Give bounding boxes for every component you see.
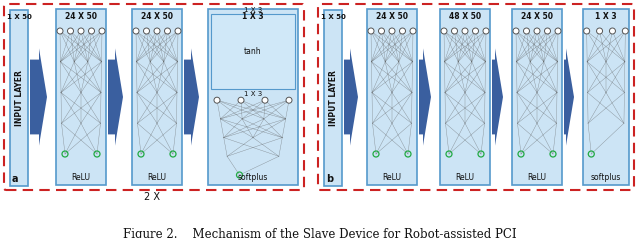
Circle shape bbox=[545, 28, 550, 34]
Text: 24 X 50: 24 X 50 bbox=[65, 12, 97, 21]
Circle shape bbox=[609, 28, 616, 34]
Bar bbox=[208, 9, 298, 185]
Text: 24 X 50: 24 X 50 bbox=[376, 12, 408, 21]
Circle shape bbox=[524, 28, 529, 34]
Text: 1 X 3: 1 X 3 bbox=[595, 12, 617, 21]
Text: ReLU: ReLU bbox=[383, 173, 401, 182]
Circle shape bbox=[410, 28, 416, 34]
Circle shape bbox=[596, 28, 603, 34]
Text: 1 X 3: 1 X 3 bbox=[244, 91, 262, 97]
FancyArrow shape bbox=[30, 48, 47, 146]
Circle shape bbox=[238, 97, 244, 103]
Text: 1 X 50: 1 X 50 bbox=[6, 14, 31, 20]
Bar bbox=[132, 9, 182, 185]
Text: a: a bbox=[12, 174, 19, 184]
Circle shape bbox=[57, 28, 63, 34]
FancyArrow shape bbox=[419, 48, 431, 146]
Text: ReLU: ReLU bbox=[527, 173, 547, 182]
FancyArrow shape bbox=[108, 48, 123, 146]
Circle shape bbox=[133, 28, 139, 34]
Circle shape bbox=[262, 97, 268, 103]
Circle shape bbox=[154, 28, 160, 34]
Circle shape bbox=[368, 28, 374, 34]
Text: tanh: tanh bbox=[244, 47, 262, 56]
FancyArrow shape bbox=[184, 48, 199, 146]
Circle shape bbox=[214, 97, 220, 103]
Text: softplus: softplus bbox=[591, 173, 621, 182]
FancyArrow shape bbox=[492, 48, 503, 146]
Circle shape bbox=[99, 28, 105, 34]
Circle shape bbox=[164, 28, 170, 34]
Circle shape bbox=[534, 28, 540, 34]
Circle shape bbox=[513, 28, 519, 34]
Circle shape bbox=[462, 28, 468, 34]
Circle shape bbox=[451, 28, 458, 34]
Text: INPUT LAYER: INPUT LAYER bbox=[328, 70, 337, 126]
Text: ReLU: ReLU bbox=[147, 173, 166, 182]
Circle shape bbox=[175, 28, 181, 34]
Bar bbox=[512, 9, 562, 185]
Circle shape bbox=[88, 28, 95, 34]
Text: 24 X 50: 24 X 50 bbox=[521, 12, 553, 21]
Text: INPUT LAYER: INPUT LAYER bbox=[15, 70, 24, 126]
Circle shape bbox=[143, 28, 150, 34]
Bar bbox=[440, 9, 490, 185]
Text: 2 X: 2 X bbox=[144, 192, 160, 202]
FancyArrow shape bbox=[344, 48, 358, 146]
Circle shape bbox=[472, 28, 479, 34]
Text: 24 X 50: 24 X 50 bbox=[141, 12, 173, 21]
Circle shape bbox=[378, 28, 385, 34]
Circle shape bbox=[622, 28, 628, 34]
Circle shape bbox=[67, 28, 74, 34]
Bar bbox=[367, 9, 417, 185]
Circle shape bbox=[389, 28, 395, 34]
Circle shape bbox=[78, 28, 84, 34]
Circle shape bbox=[286, 97, 292, 103]
Text: ReLU: ReLU bbox=[456, 173, 474, 182]
Text: 1 X 3: 1 X 3 bbox=[242, 12, 264, 21]
Text: ReLU: ReLU bbox=[72, 173, 90, 182]
Circle shape bbox=[441, 28, 447, 34]
Text: softplus: softplus bbox=[238, 173, 268, 182]
Circle shape bbox=[399, 28, 406, 34]
Text: 48 X 50: 48 X 50 bbox=[449, 12, 481, 21]
Bar bbox=[10, 10, 28, 186]
Bar bbox=[56, 9, 106, 185]
Bar bbox=[211, 14, 295, 89]
Circle shape bbox=[584, 28, 589, 34]
Text: b: b bbox=[326, 174, 333, 184]
Bar bbox=[583, 9, 629, 185]
Circle shape bbox=[555, 28, 561, 34]
Text: 1 X 50: 1 X 50 bbox=[321, 14, 346, 20]
FancyArrow shape bbox=[564, 48, 574, 146]
Text: Figure 2.    Mechanism of the Slave Device for Robot-assisted PCI: Figure 2. Mechanism of the Slave Device … bbox=[123, 228, 517, 238]
Bar bbox=[324, 10, 342, 186]
Text: 1 X 3: 1 X 3 bbox=[244, 7, 262, 13]
Circle shape bbox=[483, 28, 489, 34]
